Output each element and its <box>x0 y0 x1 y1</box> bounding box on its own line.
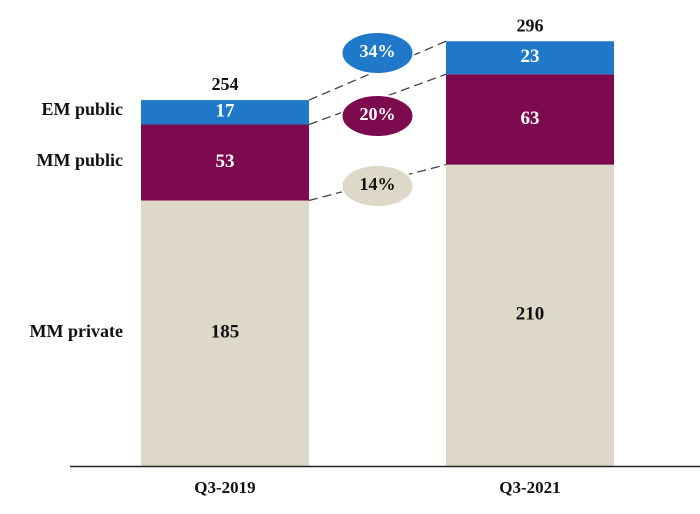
bar-total-2: 296 <box>517 15 544 35</box>
data-label-em-public-2: 23 <box>521 46 540 67</box>
data-label-em-public-1: 17 <box>216 101 236 122</box>
bar-total-1: 254 <box>212 74 239 94</box>
growth-badge-3 <box>340 164 415 208</box>
data-label-mm-private-1: 185 <box>211 322 240 343</box>
legend-label-em-public: EM public <box>41 99 123 119</box>
bar-segment-mm-public-2 <box>446 74 614 165</box>
growth-label-3: 14% <box>360 174 396 194</box>
x-tick-label-2: Q3-2021 <box>499 478 560 497</box>
x-tick-label-1: Q3-2019 <box>194 478 255 497</box>
data-label-mm-public-1: 53 <box>216 151 235 172</box>
bar-segment-em-public-2 <box>446 41 614 75</box>
growth-badge-1 <box>340 31 415 75</box>
growth-badge-2 <box>340 94 415 138</box>
bar-segment-mm-public-1 <box>141 124 309 201</box>
legend-label-mm-public: MM public <box>36 150 123 170</box>
bar-segment-mm-private-1 <box>141 200 309 466</box>
growth-label-2: 20% <box>360 104 396 124</box>
data-label-mm-private-2: 210 <box>516 304 545 325</box>
bar-segment-mm-private-2 <box>446 164 614 466</box>
legend-label-mm-private: MM private <box>30 321 123 341</box>
growth-label-1: 34% <box>360 41 396 61</box>
data-label-mm-public-2: 63 <box>521 108 540 129</box>
bar-segment-em-public-1 <box>141 100 309 125</box>
